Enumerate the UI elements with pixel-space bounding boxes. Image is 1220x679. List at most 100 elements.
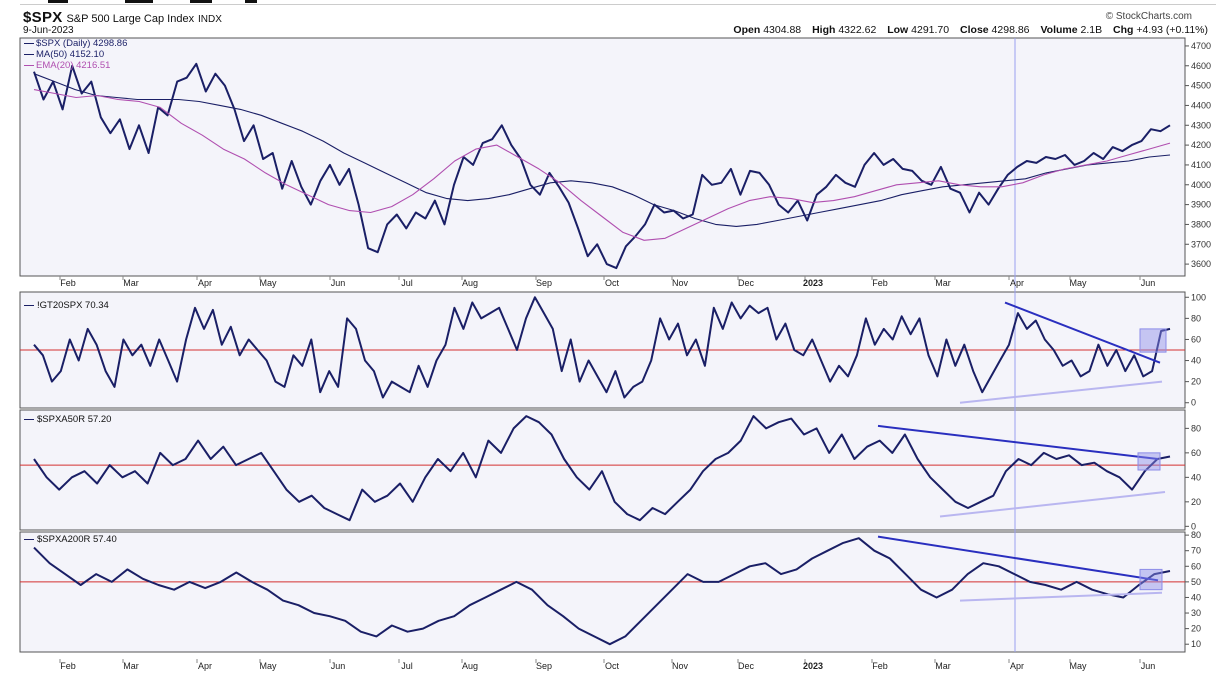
chart-title: $SPX S&P 500 Large Cap Index INDX: [23, 9, 222, 26]
low-label: Low: [887, 24, 909, 36]
x-tick-label: Feb: [872, 278, 888, 288]
x-tick-label: Mar: [935, 661, 951, 671]
legend-price-label: $SPX (Daily) 4298.86: [36, 38, 128, 49]
series-line-main: [33, 296, 1171, 399]
legend-swatch: [24, 64, 34, 66]
legend-ema20-label: EMA(20) 4216.51: [36, 60, 111, 71]
panel-label-gt20spx: !GT20SPX 70.34: [24, 300, 109, 311]
y-tick-label: 4300: [1191, 120, 1211, 130]
panel-label-text: !GT20SPX 70.34: [37, 300, 109, 311]
volume-label: Volume: [1040, 24, 1078, 36]
legend-ema20: EMA(20) 4216.51: [24, 60, 127, 71]
y-tick-label: 3800: [1191, 219, 1211, 229]
x-tick-label: Sep: [536, 278, 552, 288]
x-tick-label: Aug: [462, 661, 478, 671]
close-value: 4298.86: [991, 24, 1030, 36]
close-label: Close: [960, 24, 989, 36]
panel-label-spxa200r: $SPXA200R 57.40: [24, 534, 117, 545]
volume-value: 2.1B: [1080, 24, 1103, 36]
legend-price: $SPX (Daily) 4298.86: [24, 38, 127, 49]
x-tick-label: May: [1069, 661, 1087, 671]
high-label: High: [812, 24, 836, 36]
x-tick-label: Nov: [672, 661, 689, 671]
y-tick-label: 4100: [1191, 160, 1211, 170]
x-tick-label: Apr: [1010, 661, 1024, 671]
open-label: Open: [733, 24, 761, 36]
toolbar-block: [245, 0, 257, 3]
x-tick-label: Jul: [401, 278, 413, 288]
legend-swatch: [24, 42, 34, 44]
y-tick-label: 4600: [1191, 61, 1211, 71]
legend-ma50: MA(50) 4152.10: [24, 49, 127, 60]
y-tick-label: 60: [1191, 334, 1201, 344]
price-legend: $SPX (Daily) 4298.86 MA(50) 4152.10 EMA(…: [24, 38, 127, 71]
y-tick-label: 30: [1191, 608, 1201, 618]
highlight-box: [1137, 452, 1161, 471]
x-tick-label: Jun: [1141, 278, 1156, 288]
y-tick-label: 100: [1191, 292, 1206, 302]
x-tick-label: Oct: [605, 661, 620, 671]
chg-value: +4.93 (+0.11%): [1136, 24, 1208, 36]
y-tick-label: 20: [1191, 377, 1201, 387]
panel-spxa50r: [19, 409, 1186, 531]
y-tick-label: 4500: [1191, 81, 1211, 91]
x-tick-label: Mar: [123, 278, 139, 288]
downtrend-line: [877, 535, 1159, 582]
y-tick-label: 0: [1191, 521, 1196, 531]
toolbar-block: [190, 0, 212, 3]
x-tick-label: Aug: [462, 278, 478, 288]
exchange: INDX: [197, 14, 222, 25]
toolbar-block: [125, 0, 153, 3]
x-tick-label: Apr: [198, 278, 212, 288]
x-tick-label: Mar: [123, 661, 139, 671]
x-tick-label: Feb: [872, 661, 888, 671]
legend-swatch: [24, 53, 34, 55]
legend-swatch: [24, 418, 34, 420]
x-tick-label: Jul: [401, 661, 413, 671]
series-line-main: [33, 415, 1171, 522]
open-value: 4304.88: [763, 24, 802, 36]
y-tick-label: 10: [1191, 639, 1201, 649]
y-tick-label: 3600: [1191, 259, 1211, 269]
x-tick-label: Jun: [331, 278, 346, 288]
x-tick-label: Dec: [738, 278, 755, 288]
low-value: 4291.70: [911, 24, 950, 36]
panel-spxa200r: [19, 531, 1186, 653]
y-tick-label: 70: [1191, 546, 1201, 556]
chg-label: Chg: [1113, 24, 1134, 36]
x-tick-label: Mar: [935, 278, 951, 288]
support-line: [959, 591, 1163, 602]
series-line-ma50: [33, 73, 1171, 227]
high-value: 4322.62: [838, 24, 877, 36]
downtrend-line: [1004, 301, 1161, 364]
y-tick-label: 4400: [1191, 100, 1211, 110]
y-tick-label: 20: [1191, 497, 1201, 507]
x-tick-label: 2023: [803, 661, 823, 671]
y-tick-label: 40: [1191, 356, 1201, 366]
x-tick-label: May: [1069, 278, 1087, 288]
downtrend-line: [877, 424, 1159, 460]
y-tick-label: 20: [1191, 624, 1201, 634]
panel-label-text: $SPXA50R 57.20: [37, 414, 112, 425]
y-tick-label: 3700: [1191, 239, 1211, 249]
top-toolbar-strip: [20, 0, 1216, 5]
panel-label-spxa50r: $SPXA50R 57.20: [24, 414, 111, 425]
y-tick-label: 40: [1191, 592, 1201, 602]
index-name: S&P 500 Large Cap Index: [66, 13, 195, 25]
y-tick-label: 4200: [1191, 140, 1211, 150]
legend-swatch: [24, 538, 34, 540]
series-line-main: [33, 537, 1171, 646]
x-tick-label: Jun: [331, 661, 346, 671]
ohlc-readout: Open 4304.88 High 4322.62 Low 4291.70 Cl…: [733, 24, 1208, 36]
x-tick-label: Sep: [536, 661, 552, 671]
x-tick-label: Dec: [738, 661, 755, 671]
y-tick-label: 80: [1191, 423, 1201, 433]
toolbar-block: [48, 0, 68, 3]
x-tick-label: Jun: [1141, 661, 1156, 671]
legend-swatch: [24, 304, 34, 306]
y-tick-label: 40: [1191, 472, 1201, 482]
x-tick-label: Apr: [198, 661, 212, 671]
highlight-box: [1139, 328, 1167, 353]
highlight-box: [1139, 568, 1163, 591]
